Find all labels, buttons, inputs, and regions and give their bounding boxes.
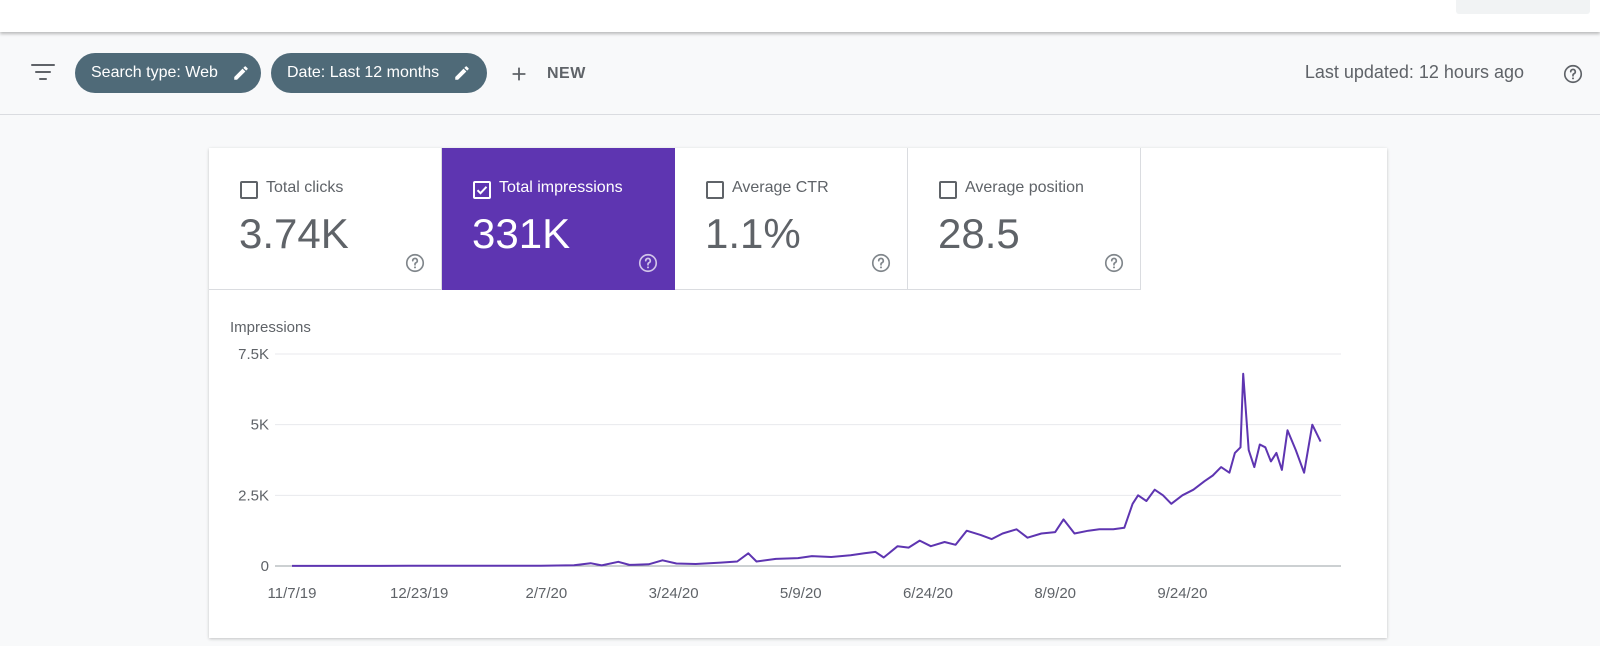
new-filter-button[interactable]: NEW bbox=[508, 60, 586, 88]
checkmark-icon bbox=[476, 186, 488, 195]
x-tick-label: 11/7/19 bbox=[268, 585, 317, 602]
x-tick-labels: 11/7/19 12/23/19 2/7/20 3/24/20 5/9/20 6/24/2… bbox=[268, 585, 1208, 602]
x-tick-label: 2/7/20 bbox=[526, 585, 568, 602]
x-tick-label: 9/24/20 bbox=[1157, 585, 1207, 602]
impressions-series-line bbox=[292, 372, 1322, 567]
plus-icon bbox=[512, 67, 526, 81]
help-icon[interactable] bbox=[404, 252, 426, 274]
search-type-chip[interactable]: Search type: Web bbox=[75, 53, 261, 93]
metric-average-ctr[interactable]: Average CTR 1.1% bbox=[675, 148, 908, 290]
y-tick-label: 2.5K bbox=[238, 487, 269, 504]
checkbox-total-clicks[interactable] bbox=[240, 181, 258, 199]
y-tick-labels: 0 2.5K 5K 7.5K bbox=[238, 346, 269, 575]
filter-icon[interactable] bbox=[31, 64, 55, 84]
metric-value: 3.74K bbox=[239, 210, 349, 257]
checkbox-average-ctr[interactable] bbox=[706, 181, 724, 199]
metric-label: Total clicks bbox=[266, 179, 344, 196]
help-icon[interactable] bbox=[870, 252, 892, 274]
metric-total-impressions[interactable]: Total impressions 331K bbox=[442, 148, 675, 290]
account-menu-button[interactable] bbox=[1456, 0, 1590, 14]
grid-lines bbox=[275, 353, 1341, 567]
search-type-chip-label: Search type: Web bbox=[91, 64, 218, 81]
metric-value: 1.1% bbox=[705, 210, 801, 257]
new-filter-label: NEW bbox=[547, 65, 586, 82]
series-layer bbox=[292, 372, 1322, 567]
date-range-chip[interactable]: Date: Last 12 months bbox=[271, 53, 487, 93]
metric-label: Average position bbox=[965, 179, 1084, 196]
help-icon[interactable] bbox=[1103, 252, 1125, 274]
x-tick-label: 5/9/20 bbox=[780, 585, 822, 602]
metric-value: 331K bbox=[472, 210, 571, 257]
help-icon[interactable] bbox=[1562, 63, 1584, 85]
metric-average-position[interactable]: Average position 28.5 bbox=[908, 148, 1141, 290]
edit-pencil-icon[interactable] bbox=[232, 64, 250, 82]
metric-total-clicks[interactable]: Total clicks 3.74K bbox=[209, 148, 442, 290]
metric-value: 28.5 bbox=[938, 210, 1020, 257]
help-icon[interactable] bbox=[637, 252, 659, 274]
filter-bar bbox=[0, 33, 1600, 115]
date-range-chip-label: Date: Last 12 months bbox=[287, 64, 440, 81]
metric-label: Average CTR bbox=[732, 179, 829, 196]
metric-label: Total impressions bbox=[499, 179, 623, 196]
x-tick-label: 3/24/20 bbox=[649, 585, 699, 602]
y-axis-label: Impressions bbox=[230, 319, 311, 336]
x-tick-label: 8/9/20 bbox=[1034, 585, 1076, 602]
y-tick-label: 5K bbox=[251, 417, 269, 434]
top-app-bar bbox=[0, 0, 1600, 32]
x-tick-label: 6/24/20 bbox=[903, 585, 953, 602]
y-tick-label: 0 bbox=[261, 558, 269, 575]
edit-pencil-icon[interactable] bbox=[453, 64, 471, 82]
last-updated-text: Last updated: 12 hours ago bbox=[1304, 62, 1524, 82]
x-tick-label: 12/23/19 bbox=[390, 585, 448, 602]
performance-card: Total clicks 3.74K Total impressions 331… bbox=[209, 148, 1387, 638]
y-tick-label: 7.5K bbox=[238, 346, 269, 363]
checkbox-total-impressions[interactable] bbox=[473, 181, 491, 199]
checkbox-average-position[interactable] bbox=[939, 181, 957, 199]
